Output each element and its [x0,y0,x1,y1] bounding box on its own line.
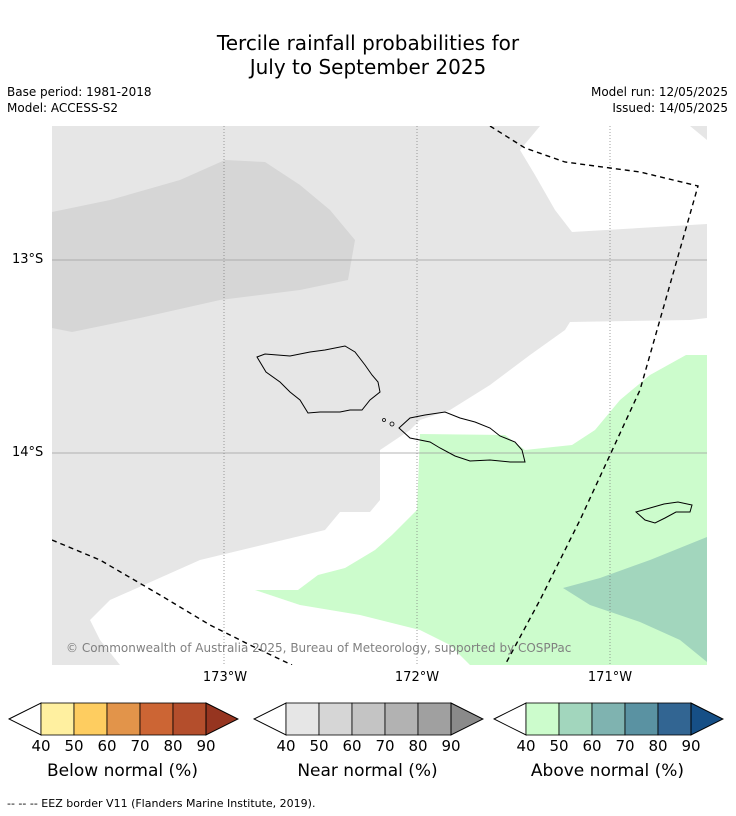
below-colorbar-label: Below normal (%) [47,761,198,781]
near-colorbar-tick: 60 [342,737,362,755]
above-normal-colorbar [493,702,724,736]
above-colorbar-tick: 40 [516,737,536,755]
above-colorbar-tick: 60 [582,737,602,755]
issued-date: Issued: 14/05/2025 [612,101,728,115]
near-colorbar-segment [318,702,353,736]
above-colorbar-segment [558,702,593,736]
below-colorbar-tick: 60 [97,737,117,755]
map-title-line2: July to September 2025 [249,55,487,79]
below-colorbar-tick: 70 [130,737,150,755]
below-colorbar-tick: 40 [31,737,51,755]
below-colorbar-low-cap [8,702,42,736]
lat-label-14s: 14°S [12,445,44,460]
above-colorbar-tick: 90 [681,737,701,755]
near-colorbar-tick: 80 [408,737,428,755]
above-colorbar-tick: 70 [615,737,635,755]
below-colorbar-segment [106,702,141,736]
above-colorbar-high-cap [690,702,724,736]
near-colorbar-low-cap [253,702,287,736]
above-colorbar-segment [591,702,626,736]
below-colorbar-segment [172,702,207,736]
model-name: Model: ACCESS-S2 [7,101,119,115]
above-colorbar-segment [657,702,692,736]
lon-label-172w: 172°W [394,670,440,685]
above-colorbar-segment [624,702,659,736]
lon-label-171w: 171°W [587,670,633,685]
lon-label-173w: 173°W [202,670,248,685]
eez-border [489,126,699,665]
below-colorbar-segment [40,702,75,736]
below-normal-colorbar [8,702,239,736]
map-title-line1: Tercile rainfall probabilities for [216,31,520,55]
below-colorbar-tick: 50 [64,737,84,755]
near-colorbar-segment [285,702,320,736]
islet-1 [382,418,386,422]
above-colorbar-tick: 80 [648,737,668,755]
near-normal-50-60-region [52,160,355,332]
copyright-notice: © Commonwealth of Australia 2025, Bureau… [66,641,572,655]
below-colorbar-tick: 90 [196,737,216,755]
near-colorbar-tick: 40 [276,737,296,755]
below-colorbar-segment [139,702,174,736]
rainfall-map [52,126,707,665]
savaii-island [256,345,381,414]
above-colorbar-label: Above normal (%) [530,761,685,781]
near-colorbar-segment [417,702,452,736]
near-colorbar-tick: 90 [441,737,461,755]
near-colorbar-segment [351,702,386,736]
above-colorbar-segment [525,702,560,736]
tutuila-island [634,501,693,524]
near-colorbar-segment [384,702,419,736]
near-normal-colorbar [253,702,484,736]
islet-2 [389,421,395,427]
near-colorbar-tick: 70 [375,737,395,755]
near-colorbar-tick: 50 [309,737,329,755]
near-colorbar-label: Near normal (%) [297,761,438,781]
above-colorbar-low-cap [493,702,527,736]
below-colorbar-high-cap [205,702,239,736]
below-colorbar-tick: 80 [163,737,183,755]
model-run-date: Model run: 12/05/2025 [590,85,728,99]
below-colorbar-segment [73,702,108,736]
base-period: Base period: 1981-2018 [7,85,152,99]
near-colorbar-high-cap [450,702,484,736]
upolu-island [398,411,526,463]
above-normal-50-60-region [563,537,707,662]
above-colorbar-tick: 50 [549,737,569,755]
eez-footnote: -- -- -- EEZ border V11 (Flanders Marine… [7,797,316,810]
lat-label-13s: 13°S [12,252,44,267]
